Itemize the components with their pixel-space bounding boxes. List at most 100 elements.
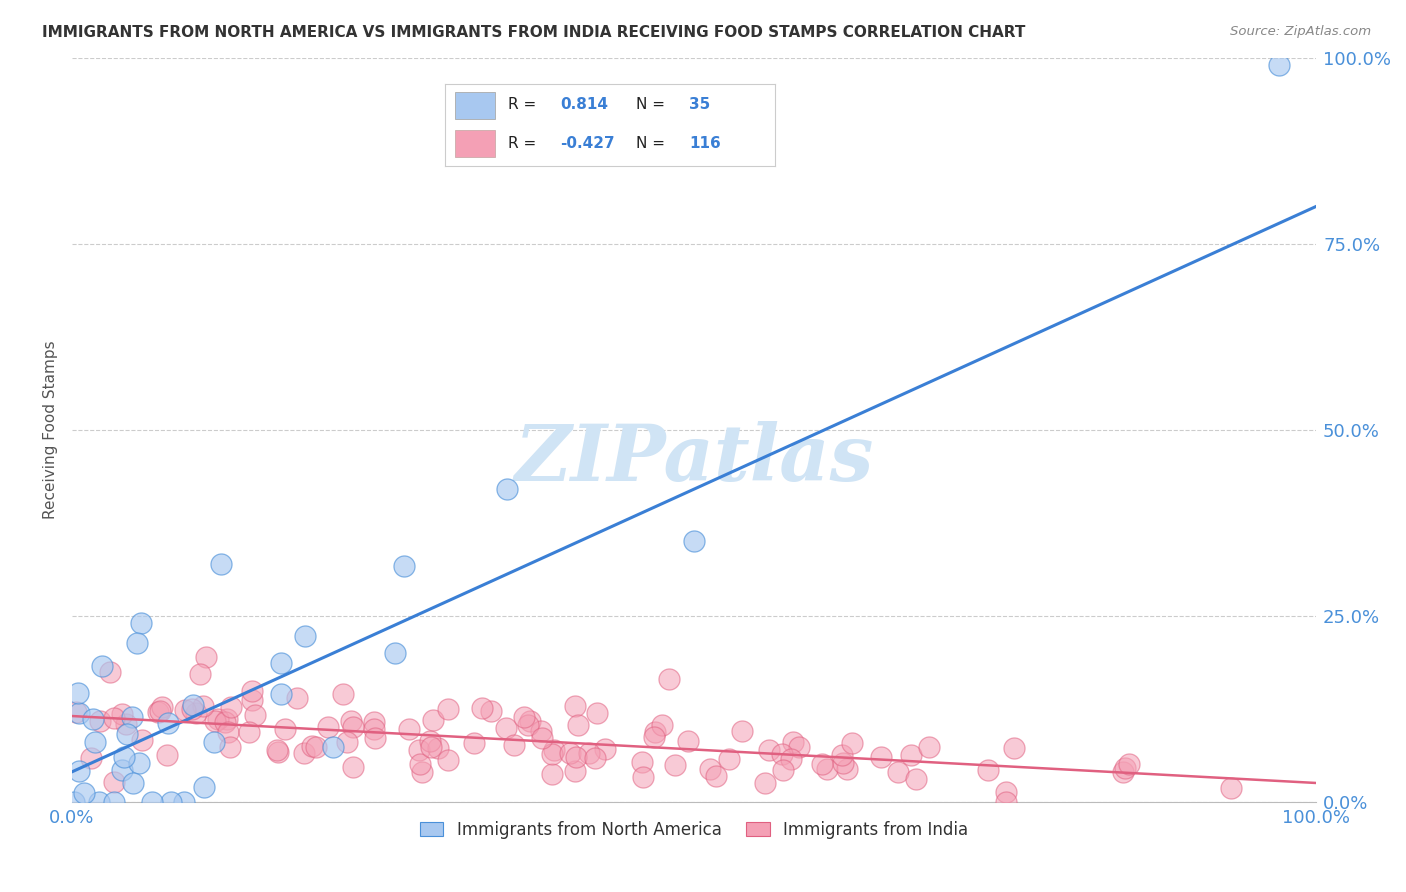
Point — [770, 747, 793, 761]
Point — [67, 764, 90, 778]
Point — [89, 795, 111, 809]
Point — [149, 704, 172, 718]
Point — [631, 770, 654, 784]
Point — [273, 723, 295, 737]
Point — [772, 763, 794, 777]
Point — [758, 743, 780, 757]
Point — [66, 686, 89, 700]
Point — [114, 717, 136, 731]
Point — [285, 690, 308, 705]
Point — [63, 795, 86, 809]
Point — [141, 795, 163, 809]
Point — [173, 703, 195, 717]
Point — [112, 750, 135, 764]
Point — [463, 736, 485, 750]
Point — [83, 734, 105, 748]
Point — [146, 705, 169, 719]
Point — [782, 734, 804, 748]
Point — [270, 687, 292, 701]
Point — [564, 764, 586, 778]
Point — [994, 785, 1017, 799]
Point — [585, 751, 607, 765]
Point — [266, 742, 288, 756]
Point — [202, 735, 225, 749]
Point — [207, 712, 229, 726]
Point — [643, 730, 665, 744]
Point — [336, 735, 359, 749]
Point — [238, 725, 260, 739]
Point — [89, 714, 111, 728]
Point — [541, 767, 564, 781]
Point — [437, 702, 460, 716]
Point — [471, 701, 494, 715]
Point — [1114, 761, 1136, 775]
Point — [585, 706, 607, 720]
Point — [90, 659, 112, 673]
Point — [811, 757, 834, 772]
Point — [900, 748, 922, 763]
Point — [305, 740, 328, 755]
Point — [564, 699, 586, 714]
Point — [631, 755, 654, 769]
Point — [422, 713, 444, 727]
Point — [1220, 780, 1243, 795]
Point — [219, 740, 242, 755]
Point — [217, 725, 239, 739]
Point — [363, 714, 385, 729]
Point — [869, 750, 891, 764]
Point — [240, 683, 263, 698]
Point — [342, 760, 364, 774]
Point — [593, 741, 616, 756]
Point — [513, 710, 536, 724]
Point — [409, 756, 432, 771]
Point — [111, 706, 134, 721]
Point — [904, 772, 927, 786]
Point — [186, 706, 208, 721]
Point — [342, 720, 364, 734]
Point — [65, 705, 87, 719]
Point — [103, 795, 125, 809]
Point — [420, 740, 443, 755]
Point — [294, 629, 316, 643]
Point — [111, 763, 134, 777]
Point — [73, 787, 96, 801]
Point — [496, 482, 519, 496]
Point — [835, 762, 858, 776]
Point — [156, 748, 179, 763]
Point — [541, 747, 564, 761]
Point — [578, 746, 600, 760]
Point — [128, 756, 150, 770]
Point — [1267, 58, 1289, 72]
Point — [215, 712, 238, 726]
Point — [121, 709, 143, 723]
Point — [1002, 740, 1025, 755]
Point — [204, 714, 226, 729]
Point — [384, 646, 406, 660]
Point — [530, 723, 553, 738]
Point — [651, 718, 673, 732]
Point — [717, 752, 740, 766]
Point — [519, 714, 541, 728]
Point — [188, 667, 211, 681]
Point — [364, 731, 387, 745]
Point — [194, 650, 217, 665]
Point — [129, 616, 152, 631]
Point — [173, 795, 195, 809]
Point — [157, 715, 180, 730]
Point — [191, 698, 214, 713]
Text: IMMIGRANTS FROM NORTH AMERICA VS IMMIGRANTS FROM INDIA RECEIVING FOOD STAMPS COR: IMMIGRANTS FROM NORTH AMERICA VS IMMIGRA… — [42, 25, 1025, 40]
Point — [994, 795, 1017, 809]
Point — [209, 557, 232, 571]
Point — [503, 739, 526, 753]
Point — [214, 714, 236, 729]
Point — [243, 708, 266, 723]
Point — [322, 740, 344, 755]
Point — [103, 711, 125, 725]
Point — [699, 762, 721, 776]
Point — [664, 758, 686, 772]
Point — [408, 742, 430, 756]
Point — [644, 724, 666, 739]
Point — [301, 739, 323, 754]
Point — [398, 722, 420, 736]
Point — [841, 736, 863, 750]
